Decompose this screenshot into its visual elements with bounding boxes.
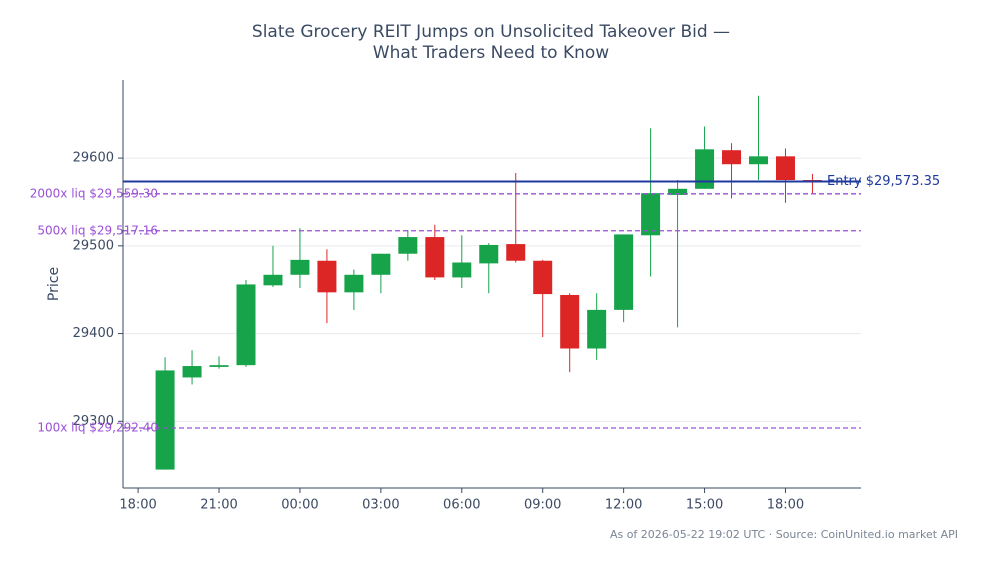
candle-body [209, 365, 229, 367]
candle-body [775, 156, 795, 181]
candle-body [290, 259, 310, 275]
candle-body [155, 370, 175, 470]
y-axis-label: Price [46, 267, 62, 301]
chart-subtitle: What Traders Need to Know [373, 43, 609, 63]
level-label: Entry $29,573.35 [827, 174, 940, 189]
candle-body [587, 309, 607, 349]
candle-body [668, 188, 688, 195]
candle-body [344, 274, 364, 293]
y-tick-label: 29500 [73, 238, 114, 253]
chart-title: Slate Grocery REIT Jumps on Unsolicited … [252, 22, 730, 42]
candle-body [614, 234, 634, 310]
y-tick-label: 29300 [73, 414, 114, 429]
candle-body [533, 260, 553, 295]
candle-body [236, 284, 256, 366]
candle-body [371, 253, 391, 275]
x-tick-label: 12:00 [605, 498, 642, 513]
candle-body [263, 274, 283, 286]
y-tick-label: 29400 [73, 326, 114, 341]
candle-body [452, 262, 472, 278]
candle-body [506, 244, 526, 261]
level-label: 100x liq $29,292.40 [37, 420, 158, 434]
level-label: 500x liq $29,517.16 [37, 223, 158, 237]
candle-body [317, 260, 337, 293]
footer: As of 2026-05-22 19:02 UTC · Source: Coi… [610, 528, 958, 541]
candle-body [560, 294, 580, 349]
x-tick-label: 03:00 [362, 498, 399, 513]
x-tick-label: 15:00 [686, 498, 723, 513]
candle-body [641, 193, 661, 236]
candle-body [398, 237, 418, 254]
x-tick-label: 00:00 [281, 498, 318, 513]
candle-body [695, 149, 715, 189]
x-tick-label: 18:00 [119, 498, 156, 513]
candle-body [182, 366, 202, 378]
candle-body [722, 150, 742, 165]
x-tick-label: 18:00 [767, 498, 804, 513]
x-tick-label: 21:00 [200, 498, 237, 513]
x-tick-label: 09:00 [524, 498, 561, 513]
candle-body [479, 244, 499, 264]
candle-body [425, 237, 445, 278]
y-tick-label: 29600 [73, 151, 114, 166]
candle-body [749, 156, 768, 165]
x-tick-label: 06:00 [443, 498, 480, 513]
level-label: 2000x liq $29,559.30 [30, 186, 158, 200]
